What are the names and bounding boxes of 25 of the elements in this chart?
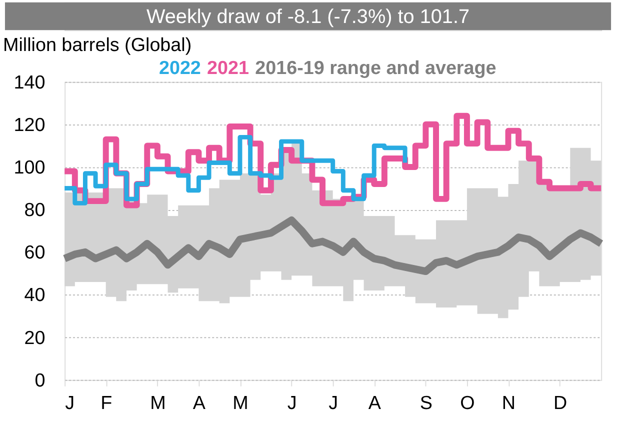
x-tick-label: F — [100, 392, 112, 414]
text: 2016-19 range and average — [255, 56, 496, 78]
x-tick-label: J — [65, 392, 75, 414]
y-tick-label: 20 — [24, 326, 46, 348]
y-axis-title: Million barrels (Global) — [2, 34, 192, 56]
y-tick-label: 100 — [14, 156, 46, 178]
x-tick-label: S — [420, 392, 432, 414]
x-tick-label: O — [460, 392, 475, 414]
y-tick-label: 0 — [34, 369, 46, 390]
y-tick-label: 140 — [14, 71, 46, 92]
y-tick-label: 80 — [24, 199, 46, 220]
y-tick-label: 40 — [24, 284, 46, 306]
x-tick-label: M — [150, 392, 166, 414]
x-tick-label: J — [287, 392, 297, 414]
x-tick-label: J — [328, 392, 338, 414]
y-tick-label: 60 — [24, 242, 46, 263]
y-tick-label: 120 — [14, 114, 46, 135]
x-tick-label: A — [368, 392, 382, 414]
text: 2021 — [207, 56, 250, 78]
text: 2022 — [158, 56, 201, 78]
x-tick-label: A — [192, 392, 206, 414]
x-tick-label: N — [502, 392, 516, 414]
chart-title: Weekly draw of -8.1 (-7.3%) to 101.7 — [146, 6, 470, 28]
x-tick-label: D — [554, 392, 568, 414]
x-tick-label: M — [232, 392, 248, 414]
